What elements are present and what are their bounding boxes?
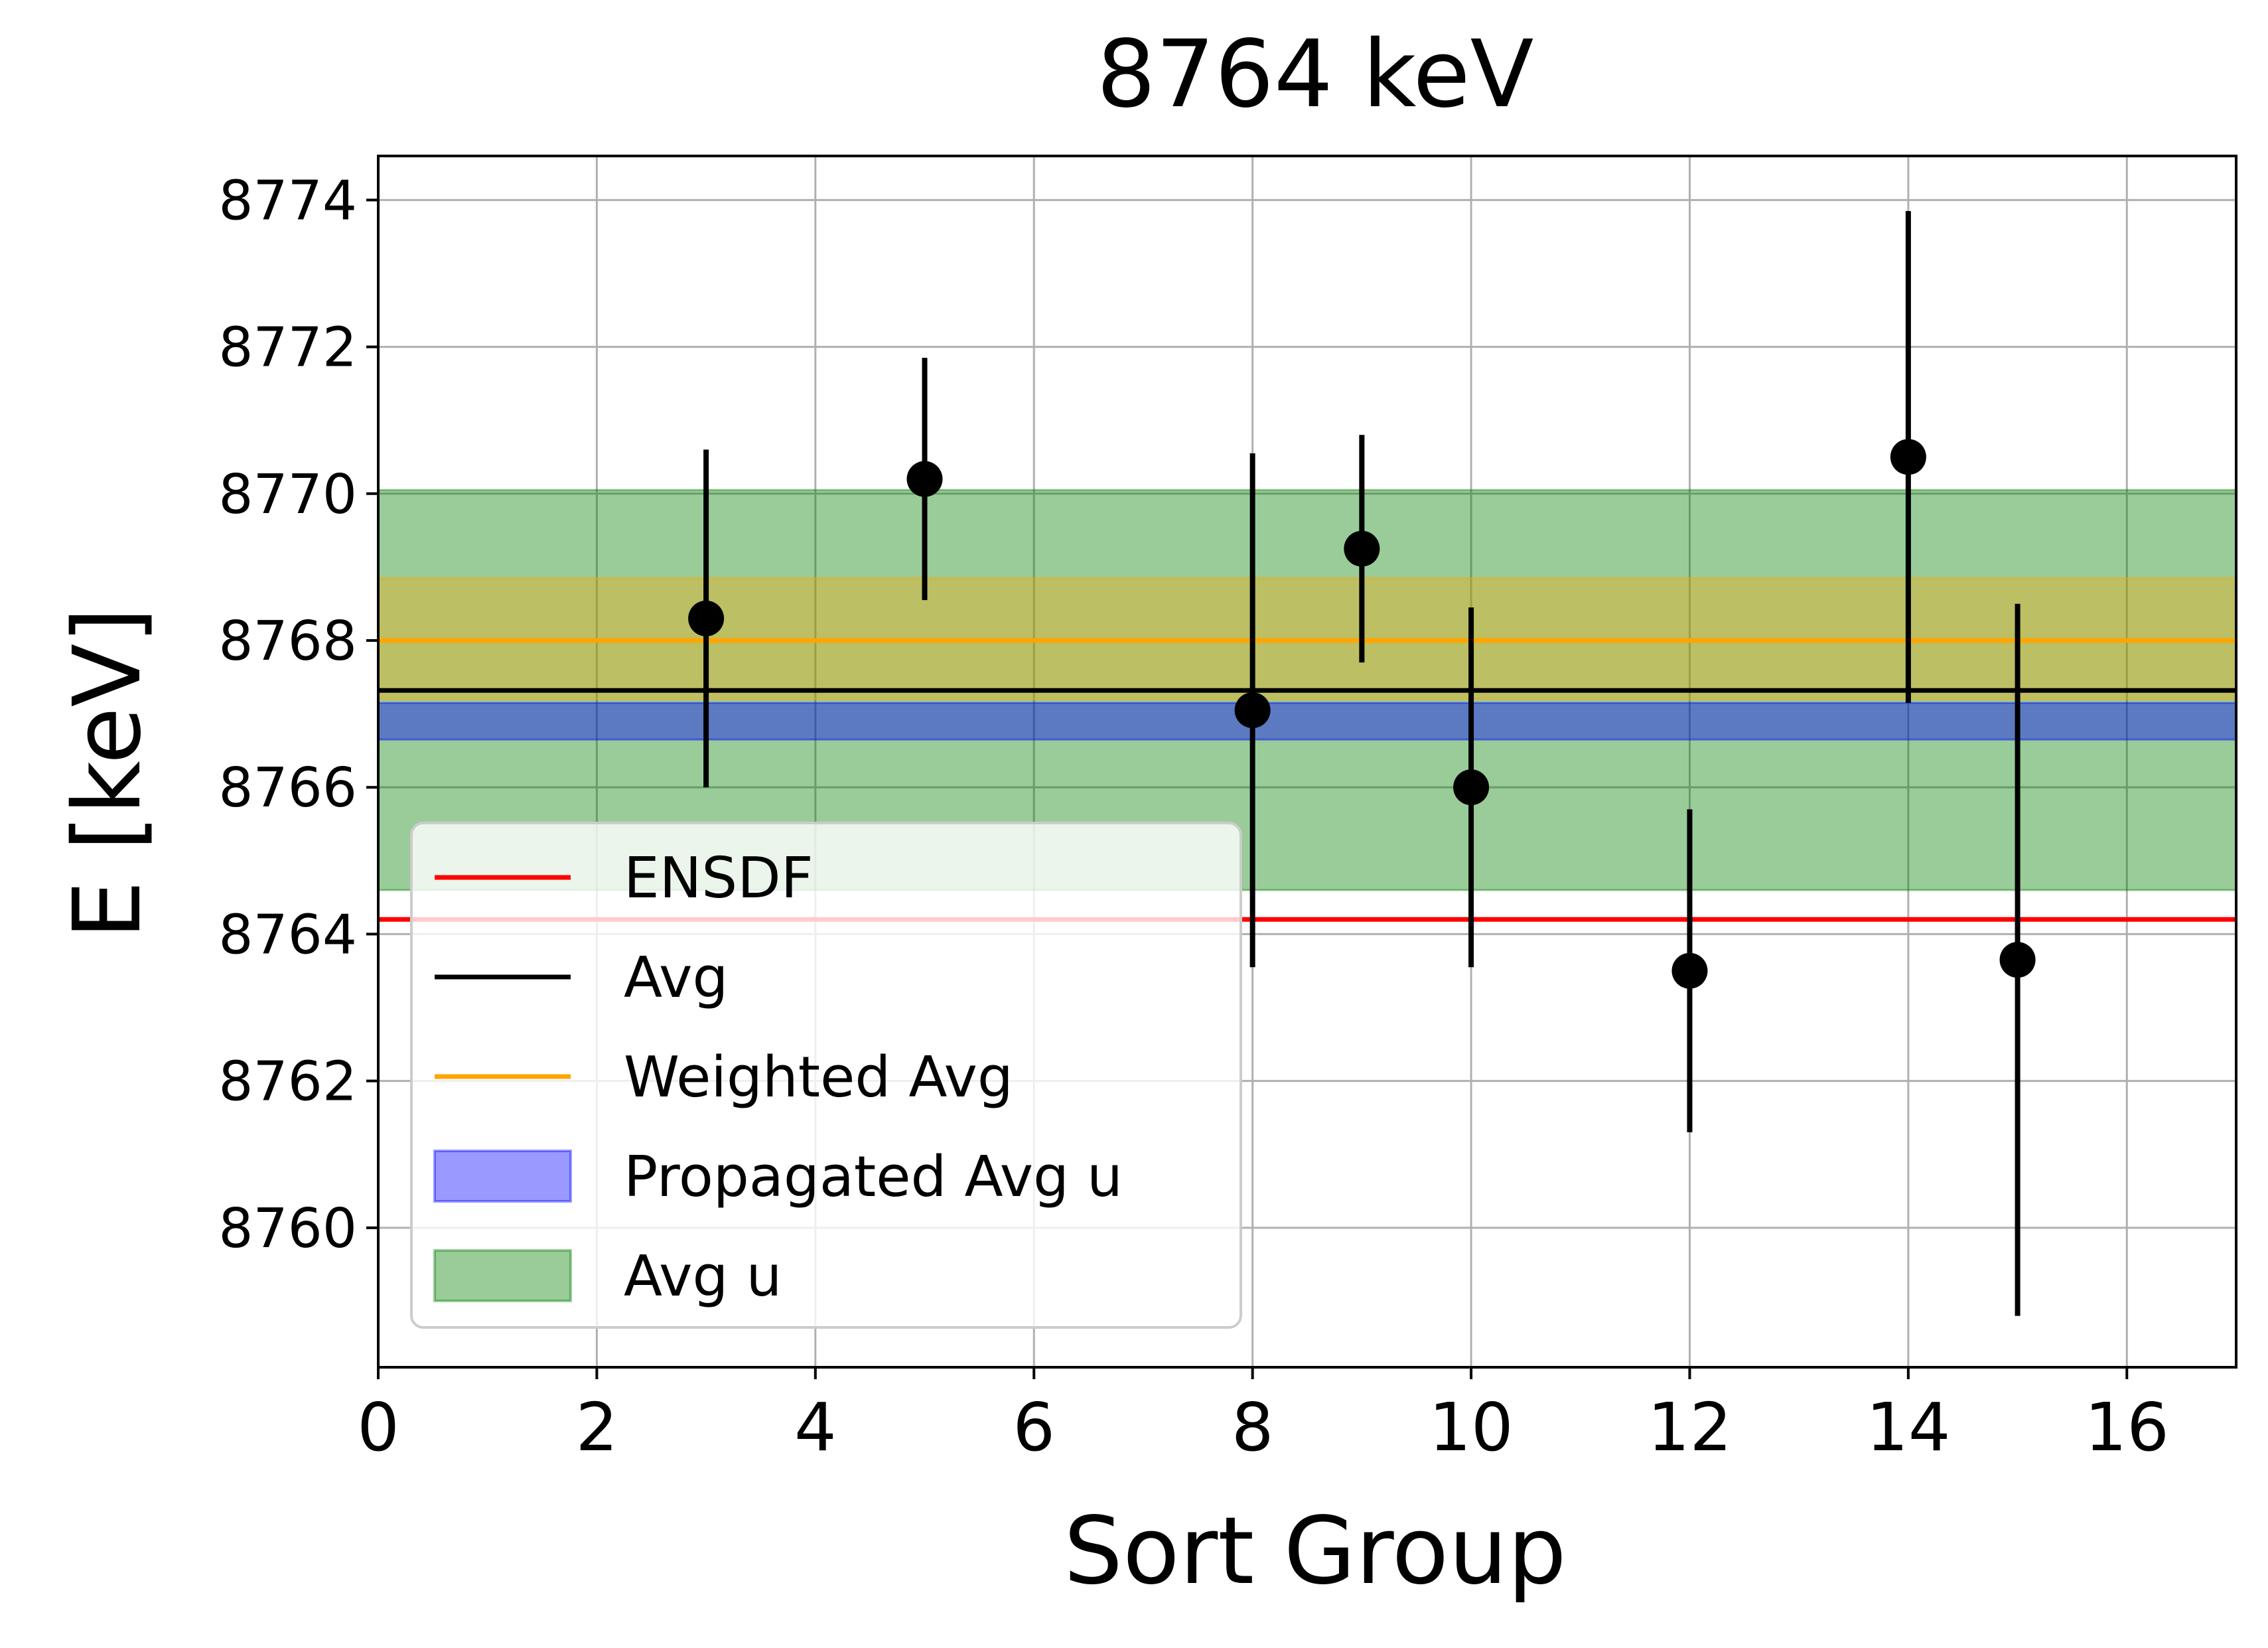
y-tick-label: 8774: [218, 169, 357, 232]
y-tick-label: 8770: [218, 463, 357, 526]
y-tick-label: 8760: [218, 1197, 357, 1260]
x-axis-ticks: 0 2 4 6 8 10 12 14 16: [357, 1367, 2169, 1466]
legend-box: [410, 822, 1242, 1329]
x-tick-label: 10: [1429, 1388, 1513, 1466]
data-point: [1999, 942, 2036, 978]
data-point: [1671, 952, 1708, 989]
x-tick-label: 2: [576, 1388, 618, 1466]
legend-label: Weighted Avg: [624, 1045, 1013, 1110]
y-tick-label: 8766: [218, 757, 357, 820]
data-point: [1453, 769, 1490, 806]
x-tick-label: 16: [2085, 1388, 2169, 1466]
x-tick-label: 12: [1648, 1388, 1732, 1466]
y-tick-label: 8762: [218, 1051, 357, 1114]
y-tick-label: 8768: [218, 610, 357, 673]
legend-patch-swatch: [433, 1249, 572, 1302]
chart-title: 8764 keV: [1097, 21, 1534, 129]
y-tick-label: 8764: [218, 903, 357, 966]
data-point: [1234, 692, 1271, 729]
legend-patch-swatch: [433, 1150, 572, 1203]
legend: ENSDF Avg Weighted Avg Propagated Avg u Avg …: [410, 822, 1242, 1329]
x-tick-label: 14: [1866, 1388, 1950, 1466]
uncertainty-band: [377, 702, 2237, 741]
data-points: [688, 439, 2036, 989]
data-point: [906, 461, 943, 497]
data-point: [688, 600, 725, 637]
legend-label: ENSDF: [624, 846, 814, 911]
legend-label: Avg u: [624, 1244, 782, 1310]
data-point: [1344, 530, 1380, 567]
x-axis-label: Sort Group: [1064, 1497, 1567, 1606]
x-tick-label: 6: [1013, 1388, 1055, 1466]
legend-label: Propagated Avg u: [624, 1144, 1123, 1210]
x-tick-label: 8: [1232, 1388, 1274, 1466]
x-tick-label: 4: [794, 1388, 837, 1466]
legend-label: Avg: [624, 945, 728, 1011]
y-axis-ticks: 8760 8762 8764 8766 8768 8770 8772 8774: [218, 169, 378, 1260]
data-point: [1890, 439, 1926, 475]
y-axis-label: E [keV]: [54, 607, 162, 939]
x-tick-label: 0: [357, 1388, 399, 1466]
plot-frame: [377, 155, 2237, 1369]
y-tick-label: 8772: [218, 317, 357, 380]
